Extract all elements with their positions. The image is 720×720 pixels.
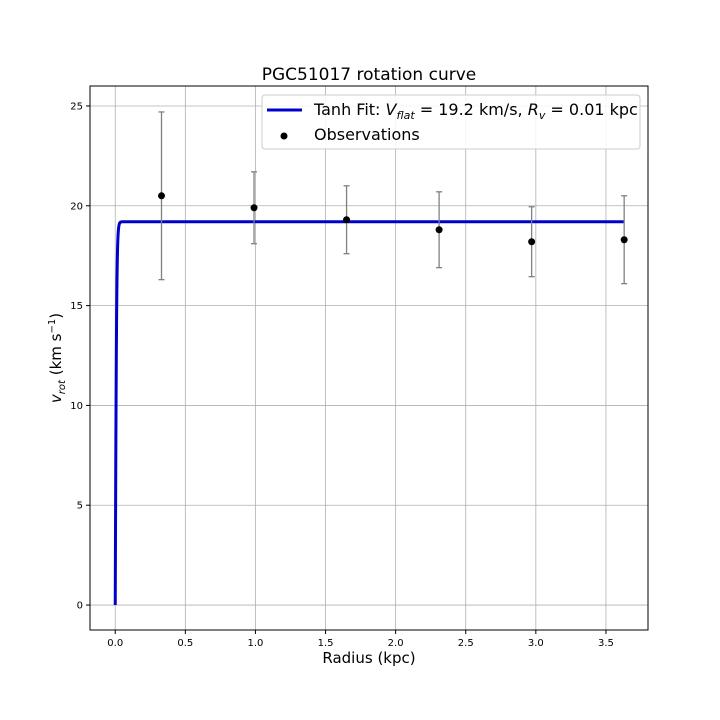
legend-observations-label: Observations [314, 125, 420, 144]
tanh-fit-line [113, 220, 625, 606]
x-tick-label: 1.0 [247, 638, 263, 649]
y-tick-label: 5 [77, 501, 83, 512]
y-tick-label: 25 [70, 101, 83, 112]
observation-point [158, 192, 166, 200]
x-tick-label: 0.0 [107, 638, 123, 649]
legend-fit-label: Tanh Fit: Vflat = 19.2 km/s, Rv = 0.01 k… [313, 100, 638, 122]
y-tick-label: 20 [70, 201, 83, 212]
x-tick-label: 2.5 [458, 638, 474, 649]
x-tick-label: 0.5 [177, 638, 193, 649]
x-tick-label: 3.5 [598, 638, 614, 649]
observation-point [435, 226, 443, 234]
legend: Tanh Fit: Vflat = 19.2 km/s, Rv = 0.01 k… [261, 94, 641, 150]
legend-box [261, 94, 641, 150]
observation-point [620, 236, 628, 244]
y-tick-label: 0 [77, 601, 83, 612]
fit-curve-layer [113, 220, 625, 606]
x-axis-label: Radius (kpc) [322, 649, 415, 667]
observation-point [343, 216, 351, 224]
y-axis-ticks: 0 5 10 15 20 25 [70, 101, 90, 612]
y-tick-label: 10 [70, 401, 83, 412]
chart-title: PGC51017 rotation curve [262, 65, 476, 85]
plot-frame [89, 85, 649, 631]
y-tick-label: 15 [70, 301, 83, 312]
observation-point [528, 238, 536, 246]
observations-layer [158, 111, 628, 285]
y-axis-label: vrot (km s−1) [47, 313, 68, 403]
legend-observations-marker [280, 132, 288, 140]
observation-point [250, 204, 258, 212]
x-tick-label: 1.5 [318, 638, 334, 649]
x-axis-ticks: 0.0 0.5 1.0 1.5 2.0 2.5 3.0 3.5 [107, 630, 614, 649]
x-tick-label: 2.0 [388, 638, 404, 649]
x-tick-label: 3.0 [528, 638, 544, 649]
